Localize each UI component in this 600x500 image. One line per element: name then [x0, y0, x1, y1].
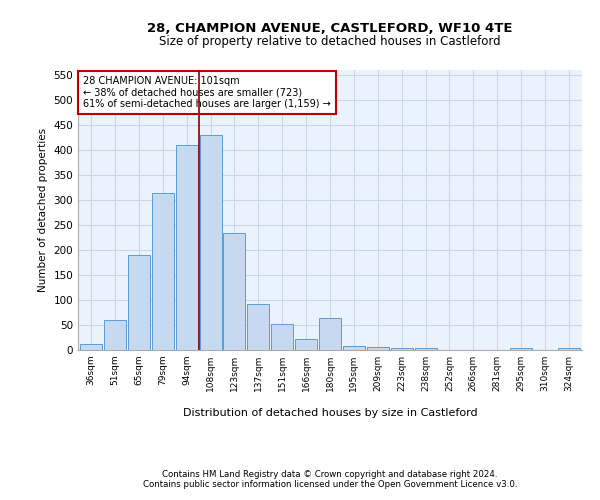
Bar	[128, 255, 150, 350]
Text: Contains public sector information licensed under the Open Government Licence v3: Contains public sector information licen…	[143, 480, 517, 489]
Text: Distribution of detached houses by size in Castleford: Distribution of detached houses by size …	[182, 408, 478, 418]
Bar	[200, 135, 221, 350]
Bar	[319, 318, 341, 350]
Bar	[295, 339, 317, 350]
Text: Contains HM Land Registry data © Crown copyright and database right 2024.: Contains HM Land Registry data © Crown c…	[162, 470, 498, 479]
Bar	[80, 344, 102, 350]
Text: 28 CHAMPION AVENUE: 101sqm
← 38% of detached houses are smaller (723)
61% of sem: 28 CHAMPION AVENUE: 101sqm ← 38% of deta…	[83, 76, 331, 109]
Bar	[152, 192, 174, 350]
Y-axis label: Number of detached properties: Number of detached properties	[38, 128, 48, 292]
Bar	[415, 348, 437, 350]
Bar	[343, 346, 365, 350]
Bar	[104, 320, 126, 350]
Bar	[176, 145, 197, 350]
Bar	[510, 348, 532, 350]
Bar	[223, 232, 245, 350]
Text: 28, CHAMPION AVENUE, CASTLEFORD, WF10 4TE: 28, CHAMPION AVENUE, CASTLEFORD, WF10 4T…	[147, 22, 513, 36]
Bar	[558, 348, 580, 350]
Bar	[271, 324, 293, 350]
Bar	[367, 346, 389, 350]
Text: Size of property relative to detached houses in Castleford: Size of property relative to detached ho…	[159, 35, 501, 48]
Bar	[391, 348, 413, 350]
Bar	[247, 304, 269, 350]
